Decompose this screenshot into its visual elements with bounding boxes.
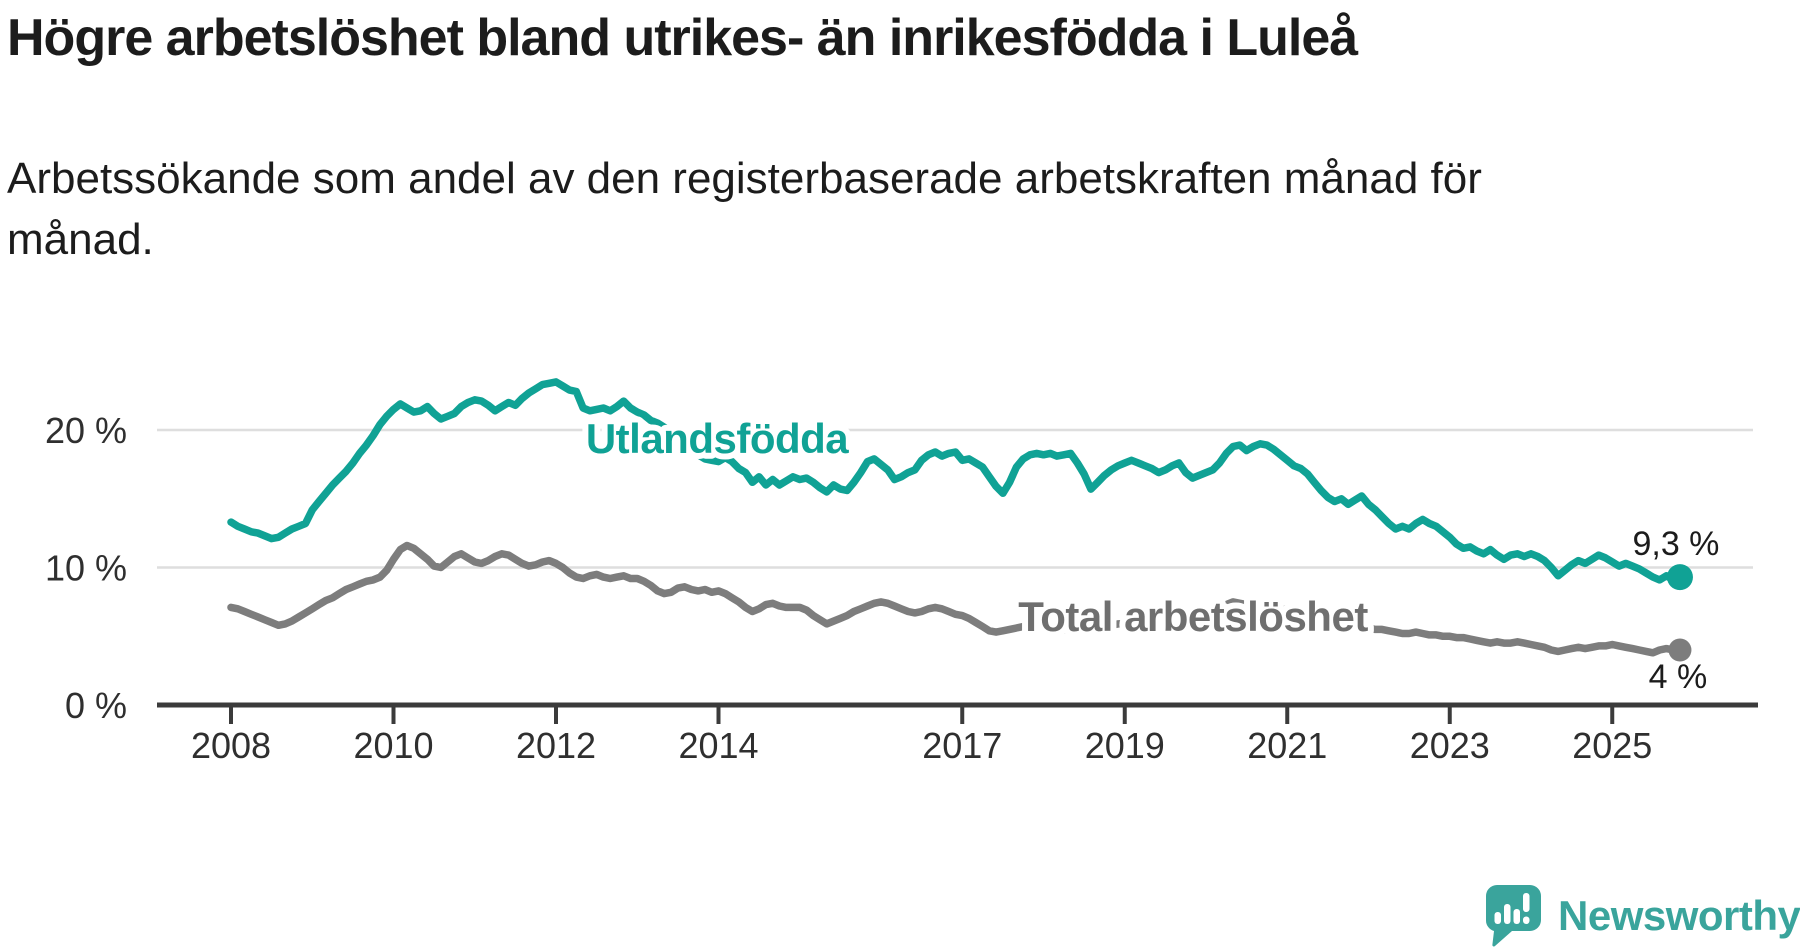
series-line-utlandsfodda — [227, 378, 1684, 584]
series-line-total — [227, 541, 1684, 657]
series-end-dot-utlandsfodda — [1666, 564, 1693, 591]
x-axis-label-2010: 2010 — [353, 725, 433, 766]
chart-title: Högre arbetslöshet bland utrikes- än inr… — [7, 9, 1358, 67]
series-label-total: Total arbetslöshet — [1018, 593, 1368, 640]
y-axis-label-0: 0 % — [65, 685, 127, 726]
chart-subtitle-line2: månad. — [7, 215, 154, 264]
chart-subtitle-line1: Arbetssökande som andel av den registerb… — [7, 154, 1482, 203]
x-axis-label-2017: 2017 — [922, 725, 1002, 766]
end-value-label-total: 4 % — [1649, 658, 1708, 696]
x-axis-label-2021: 2021 — [1247, 725, 1327, 766]
chart-subtitle: Arbetssökande som andel av den registerb… — [7, 148, 1707, 270]
x-axis-label-2014: 2014 — [678, 725, 758, 766]
newsworthy-wordmark: Newsworthy — [1558, 892, 1800, 939]
x-axis-label-2012: 2012 — [516, 725, 596, 766]
newsworthy-logo: Newsworthy — [1486, 884, 1800, 948]
series-end-dot-total — [1668, 638, 1692, 662]
x-axis-label-2019: 2019 — [1085, 725, 1165, 766]
y-axis-label-10: 10 % — [45, 548, 127, 589]
series-label-utlandsfodda: Utlandsfödda — [586, 415, 849, 462]
x-axis-label-2008: 2008 — [191, 725, 271, 766]
x-axis-label-2025: 2025 — [1572, 725, 1652, 766]
x-axis-label-2023: 2023 — [1410, 725, 1490, 766]
end-value-label-utlandsfodda: 9,3 % — [1632, 525, 1719, 563]
y-axis-label-20: 20 % — [45, 410, 127, 451]
newsworthy-bar-chart-icon — [1486, 885, 1541, 947]
